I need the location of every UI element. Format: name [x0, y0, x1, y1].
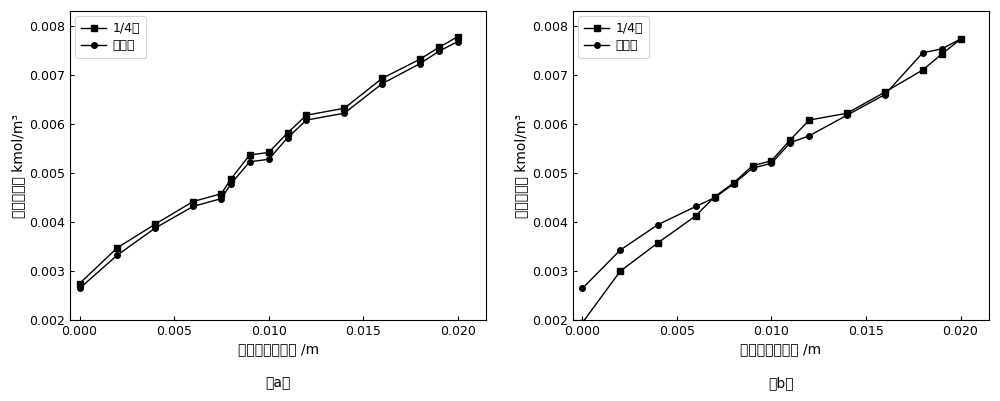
1/4圆	[784, 137, 796, 142]
1/4圆	[955, 36, 967, 41]
直流道	[765, 161, 777, 166]
1/4圆	[709, 194, 721, 199]
Line: 直流道: 直流道	[580, 36, 963, 291]
1/4圆	[338, 106, 350, 111]
1/4圆	[215, 191, 227, 196]
1/4圆	[747, 163, 759, 168]
1/4圆	[282, 130, 294, 135]
直流道	[149, 226, 161, 231]
直流道	[784, 140, 796, 145]
1/4圆	[433, 45, 445, 50]
直流道	[282, 135, 294, 140]
直流道	[955, 36, 967, 41]
直流道	[74, 286, 86, 291]
直流道	[917, 51, 929, 55]
直流道	[747, 166, 759, 170]
1/4圆	[111, 245, 123, 250]
1/4圆	[614, 269, 626, 273]
1/4圆	[841, 111, 853, 115]
直流道	[652, 222, 664, 227]
Y-axis label: 水摩尔浓度 kmol/m³: 水摩尔浓度 kmol/m³	[11, 114, 25, 218]
Y-axis label: 水摩尔浓度 kmol/m³: 水摩尔浓度 kmol/m³	[514, 114, 528, 218]
直流道	[414, 61, 426, 66]
Line: 直流道: 直流道	[77, 39, 461, 291]
直流道	[728, 182, 740, 186]
直流道	[452, 39, 464, 44]
1/4圆	[690, 213, 702, 218]
Legend: 1/4圆, 直流道: 1/4圆, 直流道	[75, 16, 146, 59]
直流道	[709, 195, 721, 200]
Text: （b）: （b）	[768, 376, 794, 390]
1/4圆	[187, 199, 199, 204]
1/4圆	[414, 57, 426, 62]
直流道	[111, 253, 123, 257]
直流道	[841, 113, 853, 117]
1/4圆	[728, 180, 740, 185]
直流道	[936, 47, 948, 51]
1/4圆	[803, 117, 815, 122]
直流道	[300, 117, 312, 122]
Legend: 1/4圆, 直流道: 1/4圆, 直流道	[578, 16, 649, 59]
直流道	[614, 248, 626, 253]
Line: 1/4圆: 1/4圆	[580, 36, 963, 326]
1/4圆	[225, 176, 237, 181]
直流道	[215, 196, 227, 201]
直流道	[433, 49, 445, 54]
1/4圆	[376, 76, 388, 81]
直流道	[225, 182, 237, 186]
1/4圆	[765, 158, 777, 163]
直流道	[803, 134, 815, 138]
1/4圆	[263, 150, 275, 155]
X-axis label: 平行于流道方向 /m: 平行于流道方向 /m	[238, 342, 319, 356]
直流道	[879, 92, 891, 97]
1/4圆	[652, 240, 664, 245]
1/4圆	[879, 90, 891, 95]
1/4圆	[300, 113, 312, 117]
1/4圆	[936, 52, 948, 57]
1/4圆	[244, 152, 256, 157]
直流道	[187, 204, 199, 209]
直流道	[690, 204, 702, 209]
直流道	[376, 81, 388, 86]
1/4圆	[74, 281, 86, 286]
1/4圆	[452, 34, 464, 39]
1/4圆	[576, 320, 588, 325]
直流道	[338, 111, 350, 115]
直流道	[244, 159, 256, 164]
1/4圆	[917, 68, 929, 73]
1/4圆	[149, 222, 161, 227]
直流道	[576, 286, 588, 291]
Text: （a）: （a）	[265, 376, 291, 390]
直流道	[263, 157, 275, 162]
Line: 1/4圆: 1/4圆	[77, 34, 461, 286]
X-axis label: 平行于流道方向 /m: 平行于流道方向 /m	[740, 342, 821, 356]
